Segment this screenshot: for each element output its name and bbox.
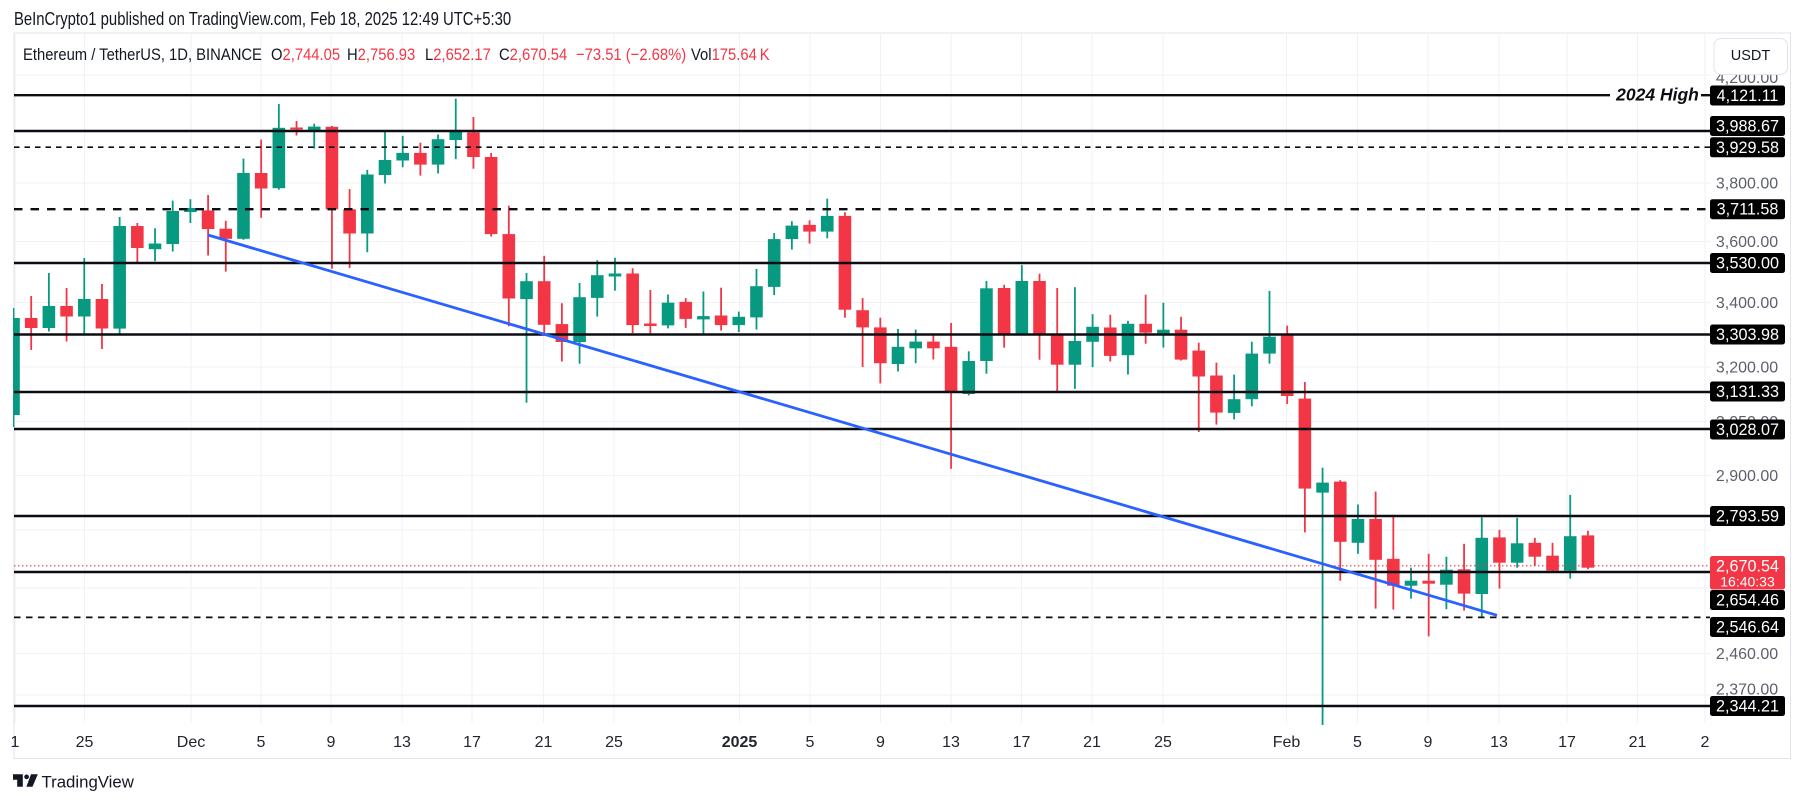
svg-text:5: 5 (257, 734, 266, 751)
svg-text:3,800.00: 3,800.00 (1716, 176, 1778, 193)
svg-text:25: 25 (605, 734, 623, 751)
svg-text:2,344.21: 2,344.21 (1716, 698, 1779, 716)
svg-text:9: 9 (876, 734, 885, 751)
svg-text:4,121.11: 4,121.11 (1717, 87, 1779, 105)
svg-text:21: 21 (535, 734, 553, 751)
svg-text:21: 21 (1629, 734, 1647, 751)
svg-text:3,200.00: 3,200.00 (1716, 360, 1778, 377)
svg-text:2,654.46: 2,654.46 (1716, 592, 1779, 610)
svg-text:2: 2 (1701, 734, 1710, 751)
svg-text:2,670.54: 2,670.54 (1716, 558, 1779, 576)
svg-text:3,530.00: 3,530.00 (1716, 255, 1779, 273)
svg-text:5: 5 (1353, 734, 1362, 751)
svg-text:13: 13 (1490, 734, 1508, 751)
svg-text:13: 13 (393, 734, 411, 751)
svg-text:9: 9 (327, 734, 336, 751)
svg-text:17: 17 (1558, 734, 1576, 751)
svg-text:3,303.98: 3,303.98 (1716, 326, 1779, 344)
svg-text:13: 13 (942, 734, 960, 751)
svg-text:2025: 2025 (722, 734, 758, 751)
svg-text:3,600.00: 3,600.00 (1716, 234, 1778, 251)
svg-text:2024 High: 2024 High (1615, 85, 1699, 105)
svg-text:3,988.67: 3,988.67 (1716, 118, 1779, 136)
svg-text:Dec: Dec (177, 734, 205, 751)
svg-text:17: 17 (463, 734, 481, 751)
svg-text:2,900.00: 2,900.00 (1716, 468, 1778, 485)
svg-text:2,460.00: 2,460.00 (1716, 646, 1778, 663)
svg-text:TradingView: TradingView (42, 773, 135, 792)
svg-text:3,929.58: 3,929.58 (1716, 139, 1779, 157)
svg-text:25: 25 (76, 734, 94, 751)
svg-text:3,400.00: 3,400.00 (1716, 295, 1778, 312)
svg-text:17: 17 (1013, 734, 1031, 751)
svg-text:9: 9 (1424, 734, 1433, 751)
svg-text:USDT: USDT (1731, 48, 1771, 64)
svg-text:2,793.59: 2,793.59 (1716, 508, 1779, 526)
svg-text:2,546.64: 2,546.64 (1716, 619, 1779, 637)
svg-text:2,370.00: 2,370.00 (1716, 682, 1778, 699)
svg-text:3,028.07: 3,028.07 (1716, 421, 1779, 439)
svg-text:16:40:33: 16:40:33 (1720, 574, 1775, 590)
svg-text:21: 21 (1083, 734, 1101, 751)
svg-text:Feb: Feb (1273, 734, 1301, 751)
svg-text:25: 25 (1154, 734, 1172, 751)
svg-text:3,131.33: 3,131.33 (1716, 383, 1779, 401)
svg-text:5: 5 (806, 734, 815, 751)
svg-text:1: 1 (11, 734, 20, 751)
svg-text:3,711.58: 3,711.58 (1717, 201, 1779, 219)
